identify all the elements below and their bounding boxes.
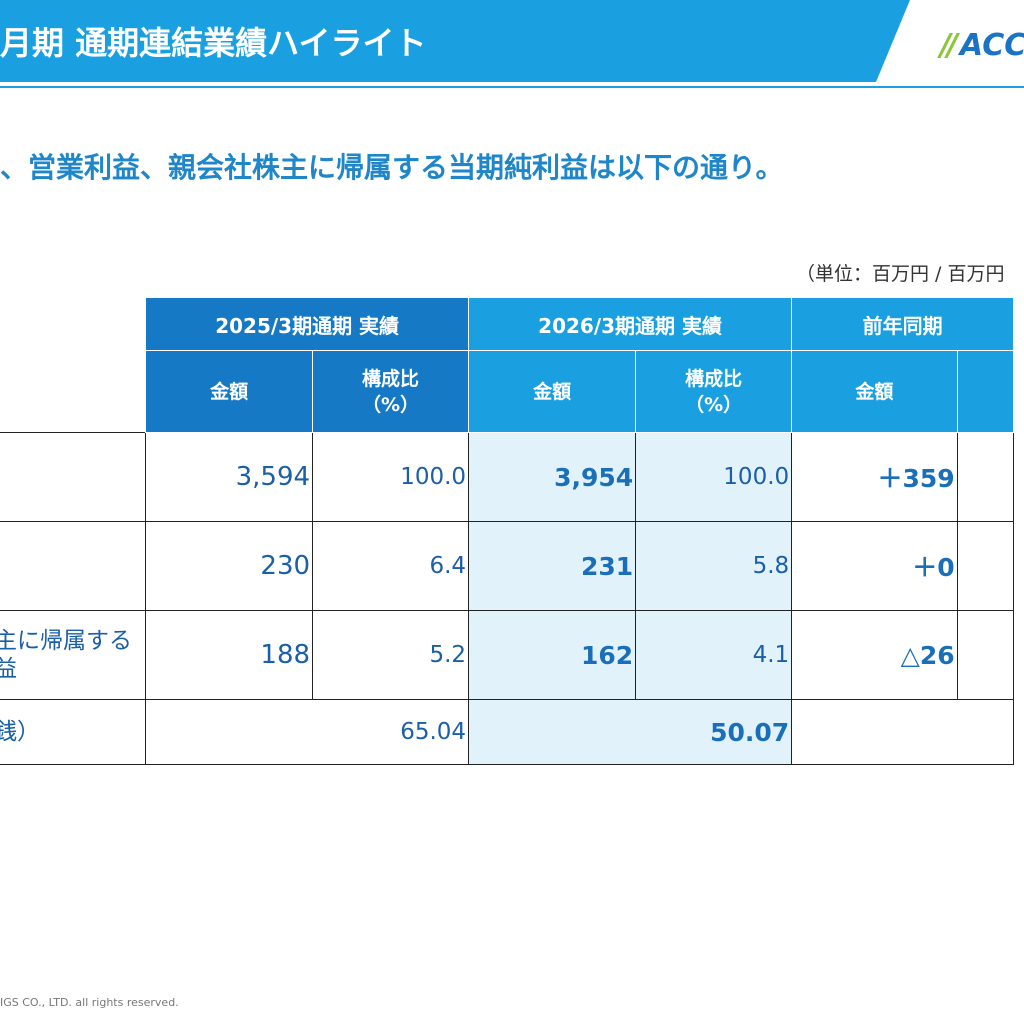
table-row-net-income: 主に帰属する益 188 5.2 162 4.1 △26 bbox=[0, 610, 1015, 700]
yoy-extra bbox=[956, 610, 1015, 700]
ratio-2026: 4.1 bbox=[635, 610, 793, 700]
row-label bbox=[0, 521, 146, 611]
amount-2026: 231 bbox=[468, 521, 637, 611]
subheader-ratio-2025: 構成比 （%） bbox=[312, 350, 470, 433]
table-row-operating-income: 230 6.4 231 5.8 ＋0 bbox=[0, 521, 1015, 611]
subheader-ratio-2026: 構成比 （%） bbox=[635, 350, 793, 433]
yoy-change: ＋0 bbox=[791, 521, 958, 611]
row-label: 主に帰属する益 bbox=[0, 610, 146, 700]
logo-slash-icon: // bbox=[940, 28, 958, 63]
amount-2026: 162 bbox=[468, 610, 637, 700]
row-label bbox=[0, 432, 146, 522]
row-label-line1: 主に帰属する bbox=[0, 628, 132, 654]
ratio-label: 構成比 bbox=[362, 367, 420, 390]
amount-2025: 188 bbox=[145, 610, 314, 700]
ratio-2026: 5.8 bbox=[635, 521, 793, 611]
table-row-revenue: 3,594 100.0 3,954 100.0 ＋359 bbox=[0, 432, 1015, 522]
logo-text: ACC bbox=[959, 28, 1024, 63]
amount-2025: 230 bbox=[145, 521, 314, 611]
header-bar bbox=[0, 0, 1024, 88]
subheader-amount-yoy: 金額 bbox=[791, 350, 958, 433]
amount-2026: 3,954 bbox=[468, 432, 637, 522]
ratio-label: 構成比 bbox=[685, 367, 743, 390]
ratio-unit: （%） bbox=[685, 393, 743, 416]
ratio-2025: 100.0 bbox=[312, 432, 470, 522]
ratio-2025: 5.2 bbox=[312, 610, 470, 700]
unit-note: （単位：百万円 / 百万円 bbox=[796, 263, 1005, 285]
lead-statement: 、営業利益、親会社株主に帰属する当期純利益は以下の通り。 bbox=[0, 151, 784, 184]
yoy-extra bbox=[956, 432, 1015, 522]
amount-2025: 3,594 bbox=[145, 432, 314, 522]
ratio-2025: 6.4 bbox=[312, 521, 470, 611]
eps-yoy bbox=[791, 699, 1014, 765]
table-corner-lower bbox=[0, 350, 146, 433]
col-group-yoy: 前年同期 bbox=[791, 297, 1014, 351]
ratio-unit: （%） bbox=[362, 393, 420, 416]
financial-table: 2025/3期通期 実績 2026/3期通期 実績 前年同期 金額 構成比 （%）… bbox=[0, 297, 1015, 765]
copyright-footer: IGS CO., LTD. all rights reserved. bbox=[0, 996, 179, 1009]
yoy-change: △26 bbox=[791, 610, 958, 700]
subheader-extra-yoy bbox=[956, 350, 1015, 433]
table-row-eps: 銭） 65.04 50.07 bbox=[0, 699, 1014, 765]
col-group-2025: 2025/3期通期 実績 bbox=[145, 297, 470, 351]
ratio-2026: 100.0 bbox=[635, 432, 793, 522]
row-label-line2: 益 bbox=[0, 656, 17, 682]
eps-2025: 65.04 bbox=[145, 699, 470, 765]
yoy-extra bbox=[956, 521, 1015, 611]
col-group-2026: 2026/3期通期 実績 bbox=[468, 297, 793, 351]
yoy-change: ＋359 bbox=[791, 432, 958, 522]
eps-2026: 50.07 bbox=[468, 699, 793, 765]
row-label: 銭） bbox=[0, 699, 146, 765]
table-corner bbox=[0, 297, 146, 351]
page-title: 月期 通期連結業績ハイライト bbox=[0, 24, 427, 62]
subheader-amount-2025: 金額 bbox=[145, 350, 314, 433]
company-logo: //ACC bbox=[940, 24, 1024, 68]
subheader-amount-2026: 金額 bbox=[468, 350, 637, 433]
